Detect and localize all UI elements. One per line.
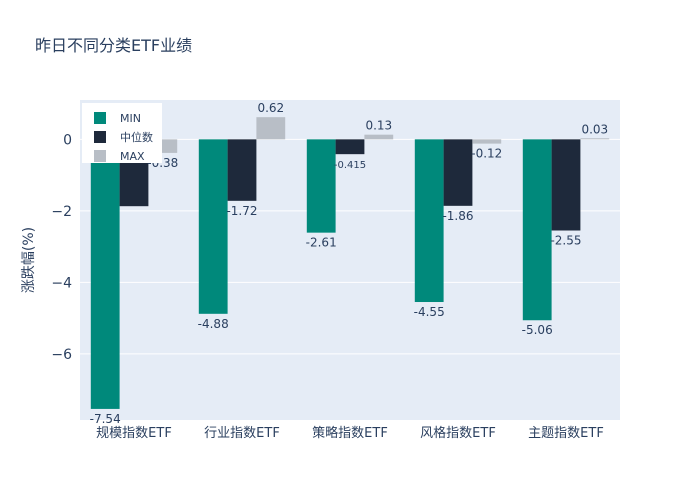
legend-swatch bbox=[94, 131, 106, 143]
y-tick-label: −2 bbox=[51, 204, 72, 220]
data-label: -1.72 bbox=[226, 204, 257, 218]
chart-title: 昨日不同分类ETF业绩 bbox=[35, 36, 193, 55]
data-label: -4.88 bbox=[198, 317, 229, 331]
y-tick-label: −4 bbox=[51, 275, 72, 291]
data-label: 0.62 bbox=[257, 101, 284, 115]
x-tick-label: 策略指数ETF bbox=[312, 425, 388, 441]
data-label: 0.03 bbox=[581, 122, 608, 136]
bar-MIN bbox=[522, 139, 552, 321]
data-label: -2.55 bbox=[550, 234, 581, 248]
legend-swatch bbox=[94, 150, 106, 162]
x-tick-label: 规模指数ETF bbox=[96, 426, 172, 441]
data-label: -0.415 bbox=[334, 160, 366, 171]
bar-中位数 bbox=[227, 139, 257, 201]
bar-MAX bbox=[364, 134, 394, 140]
legend-label: MIN bbox=[120, 112, 141, 125]
x-tick-label: 主题指数ETF bbox=[528, 426, 604, 441]
bar-MAX bbox=[472, 139, 502, 144]
x-tick-label: 行业指数ETF bbox=[204, 426, 280, 441]
legend-label: 中位数 bbox=[120, 130, 153, 144]
data-label: -4.55 bbox=[414, 305, 445, 319]
bar-MAX bbox=[580, 138, 610, 140]
bar-中位数 bbox=[443, 139, 473, 206]
data-label: -1.86 bbox=[442, 209, 473, 223]
y-tick-label: −6 bbox=[51, 347, 72, 363]
bar-MIN bbox=[306, 139, 336, 233]
bar-中位数 bbox=[551, 139, 581, 231]
data-label: -5.06 bbox=[522, 323, 553, 337]
data-label: -7.54 bbox=[90, 412, 121, 426]
x-tick-label: 风格指数ETF bbox=[420, 425, 496, 441]
bar-MIN bbox=[90, 139, 120, 409]
legend-swatch bbox=[94, 112, 106, 124]
data-label: -2.61 bbox=[306, 236, 337, 250]
data-label: 0.13 bbox=[365, 119, 392, 133]
bar-MIN bbox=[198, 139, 228, 314]
legend-label: MAX bbox=[120, 150, 145, 163]
data-label: -0.12 bbox=[471, 147, 502, 161]
bar-MAX bbox=[256, 117, 286, 140]
y-tick-label: 0 bbox=[63, 132, 72, 148]
bar-MIN bbox=[414, 139, 444, 303]
bar-中位数 bbox=[335, 139, 365, 155]
y-axis-title: 涨跌幅(%) bbox=[21, 227, 37, 293]
